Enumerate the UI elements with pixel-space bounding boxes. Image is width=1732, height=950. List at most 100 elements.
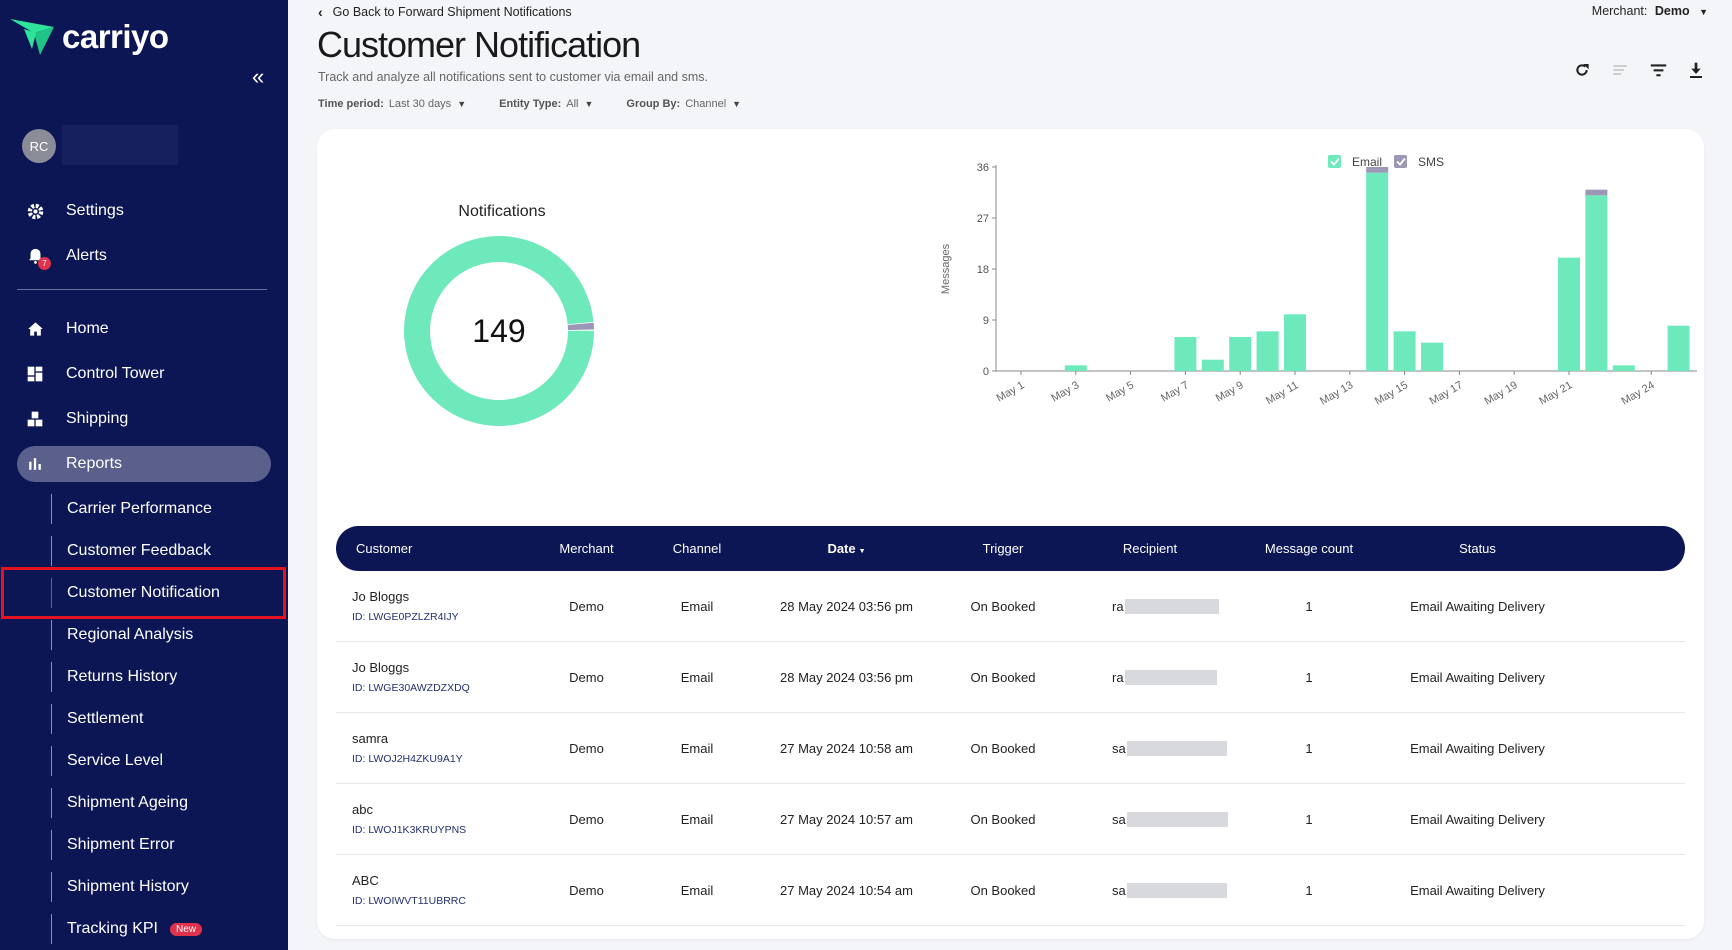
sidebar-item-settlement[interactable]: Settlement — [51, 704, 281, 734]
sort-down-icon: ▼ — [858, 548, 866, 555]
channel-cell: Email — [680, 740, 714, 756]
nav-alerts[interactable]: 7 Alerts — [17, 238, 271, 274]
sidebar-item-regional-analysis[interactable]: Regional Analysis — [51, 620, 281, 650]
carriyo-logo[interactable]: carriyo — [10, 18, 169, 56]
nav-settings[interactable]: Settings — [17, 193, 271, 229]
x-tick-label: May 7 — [1159, 379, 1191, 404]
bar-email[interactable] — [1064, 365, 1087, 371]
page-subtitle: Track and analyze all notifications sent… — [318, 70, 708, 84]
legend-label-email[interactable]: Email — [1352, 155, 1382, 169]
caret-down-icon: ▼ — [584, 99, 594, 109]
table-row[interactable]: samra ID: LWOJ2H4ZKU9A1Y Demo Email 27 M… — [336, 713, 1685, 784]
sidebar-item-shipment-history[interactable]: Shipment History — [51, 872, 281, 902]
x-tick-label: May 17 — [1428, 379, 1465, 407]
filter-time-period[interactable]: Time period: Last 30 days ▼ — [318, 98, 466, 110]
sidebar-item-returns-history[interactable]: Returns History — [51, 662, 281, 692]
customer-name[interactable]: ABC — [352, 873, 379, 888]
nav-shipping[interactable]: Shipping — [17, 401, 271, 437]
donut-segment-email[interactable] — [404, 236, 594, 426]
status-cell: Email Awaiting Delivery — [1410, 740, 1545, 756]
column-header-customer[interactable]: Customer — [356, 541, 413, 556]
merchant-selector[interactable]: Merchant: Demo ▼ — [1592, 4, 1708, 18]
channel-cell: Email — [680, 598, 714, 614]
bar-email[interactable] — [1174, 337, 1197, 371]
x-tick-label: May 13 — [1318, 379, 1355, 407]
sidebar-item-customer-notification[interactable]: Customer Notification — [51, 578, 281, 608]
sidebar-item-carrier-performance[interactable]: Carrier Performance — [51, 494, 281, 524]
bar-email[interactable] — [1393, 331, 1416, 371]
y-axis-label: Messages — [940, 243, 952, 294]
merchant-cell: Demo — [569, 882, 604, 898]
column-header-trigger[interactable]: Trigger — [982, 541, 1024, 556]
page-title: Customer Notification — [317, 24, 641, 65]
status-cell: Email Awaiting Delivery — [1410, 598, 1545, 614]
column-header-channel[interactable]: Channel — [672, 541, 722, 556]
status-cell: Email Awaiting Delivery — [1410, 882, 1545, 898]
donut-segment-sms[interactable] — [404, 236, 594, 426]
table-row[interactable]: Jo Bloggs ID: LWGE0PZLZR4IJY Demo Email … — [336, 571, 1685, 642]
sidebar: carriyo « RC Settings 7 Alerts Home Cont… — [0, 0, 288, 950]
customer-name[interactable]: abc — [352, 802, 373, 817]
table-row[interactable]: abc ID: LWOJ1K3KRUYPNS Demo Email 27 May… — [336, 784, 1685, 855]
filter-group-by[interactable]: Group By: Channel ▼ — [626, 98, 741, 110]
bar-email[interactable] — [1229, 337, 1252, 371]
back-link[interactable]: ‹ Go Back to Forward Shipment Notificati… — [318, 4, 572, 20]
download-icon[interactable] — [1686, 60, 1706, 80]
refresh-icon[interactable] — [1572, 60, 1592, 80]
recipient-cell: ra — [1072, 669, 1228, 685]
legend-swatch-email[interactable] — [1328, 155, 1341, 168]
donut-total: 149 — [472, 312, 526, 349]
collapse-sidebar-icon[interactable]: « — [252, 64, 265, 89]
column-header-message-count[interactable]: Message count — [1264, 541, 1354, 556]
filter-entity-type-value: All — [566, 98, 579, 110]
nav-control-tower[interactable]: Control Tower — [17, 356, 271, 392]
sidebar-item-tracking-kpi[interactable]: Tracking KPI New — [51, 914, 281, 944]
redacted-recipient — [1126, 740, 1227, 756]
bar-email[interactable] — [1284, 314, 1306, 371]
sidebar-item-service-level[interactable]: Service Level — [51, 746, 281, 776]
column-header-merchant[interactable]: Merchant — [559, 541, 614, 556]
sidebar-item-shipment-error[interactable]: Shipment Error — [51, 830, 281, 860]
customer-name[interactable]: samra — [352, 731, 389, 746]
messages-bar-chart: Email SMS Messages 0 9 18 27 36 May 1 May 3 May 5 M… — [940, 155, 1697, 408]
user-name-box[interactable] — [62, 125, 178, 165]
legend-swatch-sms[interactable] — [1394, 155, 1407, 168]
bar-sms[interactable] — [1366, 167, 1389, 173]
filter-icon[interactable] — [1648, 60, 1668, 80]
bar-sms[interactable] — [1585, 189, 1608, 196]
x-tick-label: May 19 — [1482, 379, 1519, 407]
sidebar-item-customer-feedback[interactable]: Customer Feedback — [51, 536, 281, 566]
list-icon[interactable] — [1610, 60, 1630, 80]
legend-label-sms[interactable]: SMS — [1418, 155, 1444, 169]
bar-chart-icon — [25, 457, 45, 471]
customer-name[interactable]: Jo Bloggs — [352, 660, 410, 675]
bar-email[interactable] — [1667, 325, 1690, 371]
customer-id: ID: LWGE0PZLZR4IJY — [352, 611, 459, 623]
bar-email[interactable] — [1585, 195, 1608, 371]
bar-email[interactable] — [1201, 359, 1224, 371]
filter-entity-type[interactable]: Entity Type: All ▼ — [499, 98, 593, 110]
customer-cell: Jo Bloggs ID: LWGE0PZLZR4IJY — [336, 589, 538, 623]
message-count-cell: 1 — [1305, 740, 1313, 756]
bar-email[interactable] — [1612, 365, 1635, 371]
column-header-status[interactable]: Status — [1459, 541, 1496, 556]
trigger-cell: On Booked — [970, 740, 1036, 756]
bar-email[interactable] — [1256, 331, 1279, 371]
nav-home[interactable]: Home — [17, 311, 271, 347]
bar-email[interactable] — [1558, 257, 1580, 371]
home-icon — [25, 321, 45, 337]
bar-email[interactable] — [1421, 342, 1443, 371]
table-row[interactable]: ABC ID: LWOIWVT11UBRRC Demo Email 27 May… — [336, 855, 1685, 926]
bar-email[interactable] — [1366, 172, 1389, 371]
redacted-recipient — [1126, 811, 1228, 827]
column-header-recipient[interactable]: Recipient — [1122, 541, 1178, 556]
customer-name[interactable]: Jo Bloggs — [352, 589, 410, 604]
nav-reports[interactable]: Reports — [17, 446, 271, 482]
message-count-cell: 1 — [1305, 669, 1313, 685]
merchant-cell: Demo — [569, 598, 604, 614]
column-header-date[interactable]: Date ▼ — [759, 541, 934, 556]
sidebar-item-shipment-ageing[interactable]: Shipment Ageing — [51, 788, 281, 818]
table-row[interactable]: Jo Bloggs ID: LWGE30AWZDZXDQ Demo Email … — [336, 642, 1685, 713]
avatar[interactable]: RC — [22, 129, 56, 163]
nav-home-label: Home — [66, 320, 109, 337]
